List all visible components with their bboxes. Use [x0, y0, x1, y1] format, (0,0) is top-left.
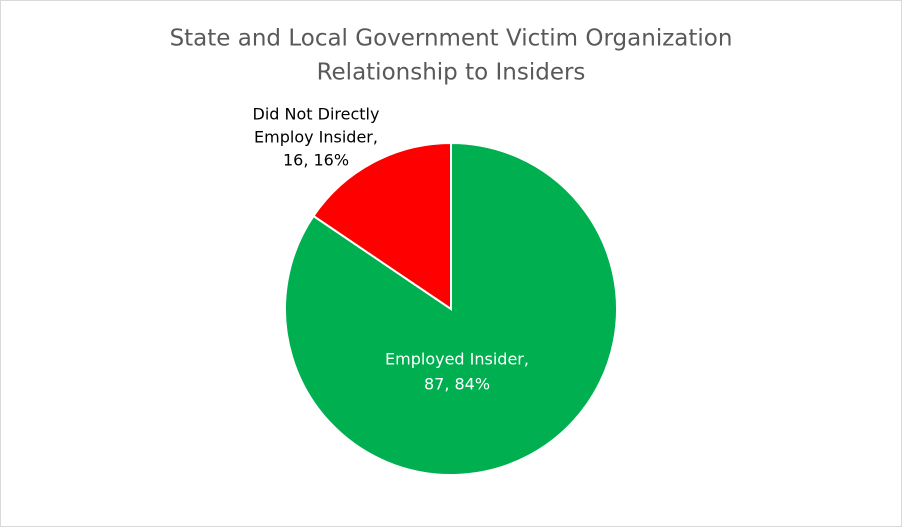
data-label: Employ Insider,	[254, 128, 378, 147]
chart-title: State and Local Government Victim Organi…	[170, 26, 733, 52]
data-label: 87, 84%	[424, 375, 490, 394]
data-label: Did Not Directly	[253, 105, 380, 124]
chart-title: Relationship to Insiders	[317, 60, 586, 86]
data-label: Employed Insider,	[385, 350, 529, 369]
pie-slice	[312, 141, 452, 311]
data-label: 16, 16%	[283, 151, 349, 170]
